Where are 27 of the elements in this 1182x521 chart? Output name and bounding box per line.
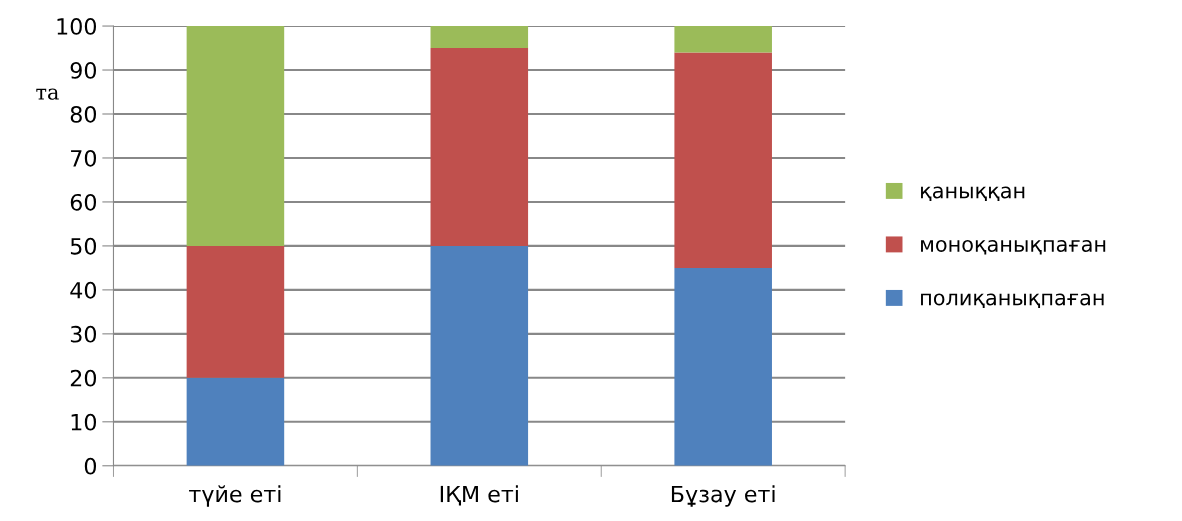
y-tick-label: 10 [71, 413, 97, 431]
y-tick-label: 30 [70, 325, 97, 343]
y-tick-label: 60 [70, 193, 97, 211]
x-tick-label: түйе еті [189, 485, 281, 507]
y-tick-label: 40 [70, 281, 97, 299]
bar [674, 52, 772, 268]
x-tick-label: ІҚМ еті [440, 485, 518, 506]
legend-label: қаныққан [921, 186, 1025, 202]
text: та [36, 88, 59, 100]
bar [674, 26, 772, 53]
y-tick-label: 20 [70, 369, 97, 387]
bar [186, 26, 285, 246]
y-tick-label: 50 [70, 237, 97, 255]
x-tick-label: Бұзау еті [671, 485, 775, 507]
y-tick-label: 70 [71, 149, 97, 167]
bar [674, 267, 772, 466]
y-tick-label: 0 [84, 457, 97, 475]
y-tick-label: 100 [57, 18, 97, 35]
bar [186, 377, 285, 466]
bar [430, 26, 529, 49]
legend-label: моноқанықпаған [921, 239, 1106, 255]
y-tick-label: 80 [70, 105, 97, 123]
bar [186, 245, 285, 378]
y-tick-label: 90 [70, 61, 97, 79]
bar [430, 245, 529, 466]
bar [430, 48, 529, 246]
legend-label: полиқанықпаған [921, 293, 1104, 309]
